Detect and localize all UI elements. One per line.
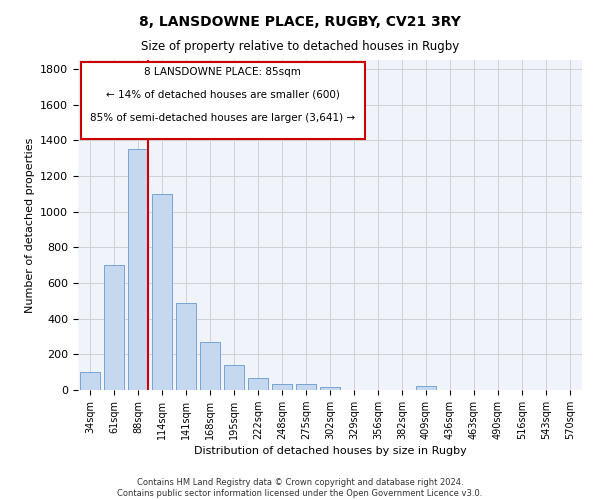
Bar [104, 265, 124, 390]
Bar [80, 372, 100, 390]
Text: Size of property relative to detached houses in Rugby: Size of property relative to detached ho… [141, 40, 459, 53]
Bar [272, 384, 292, 390]
Bar [176, 302, 196, 390]
Text: ← 14% of detached houses are smaller (600): ← 14% of detached houses are smaller (60… [106, 90, 340, 100]
Y-axis label: Number of detached properties: Number of detached properties [25, 138, 35, 312]
Bar [128, 149, 148, 390]
Bar [224, 365, 244, 390]
X-axis label: Distribution of detached houses by size in Rugby: Distribution of detached houses by size … [194, 446, 466, 456]
Text: 85% of semi-detached houses are larger (3,641) →: 85% of semi-detached houses are larger (… [91, 113, 355, 123]
Text: 8 LANSDOWNE PLACE: 85sqm: 8 LANSDOWNE PLACE: 85sqm [145, 66, 301, 76]
Text: 8, LANSDOWNE PLACE, RUGBY, CV21 3RY: 8, LANSDOWNE PLACE, RUGBY, CV21 3RY [139, 15, 461, 29]
Bar [296, 384, 316, 390]
Bar [320, 388, 340, 390]
Text: Contains HM Land Registry data © Crown copyright and database right 2024.
Contai: Contains HM Land Registry data © Crown c… [118, 478, 482, 498]
Bar [200, 342, 220, 390]
Bar [248, 378, 268, 390]
Bar [416, 386, 436, 390]
Bar [152, 194, 172, 390]
FancyBboxPatch shape [80, 62, 365, 139]
